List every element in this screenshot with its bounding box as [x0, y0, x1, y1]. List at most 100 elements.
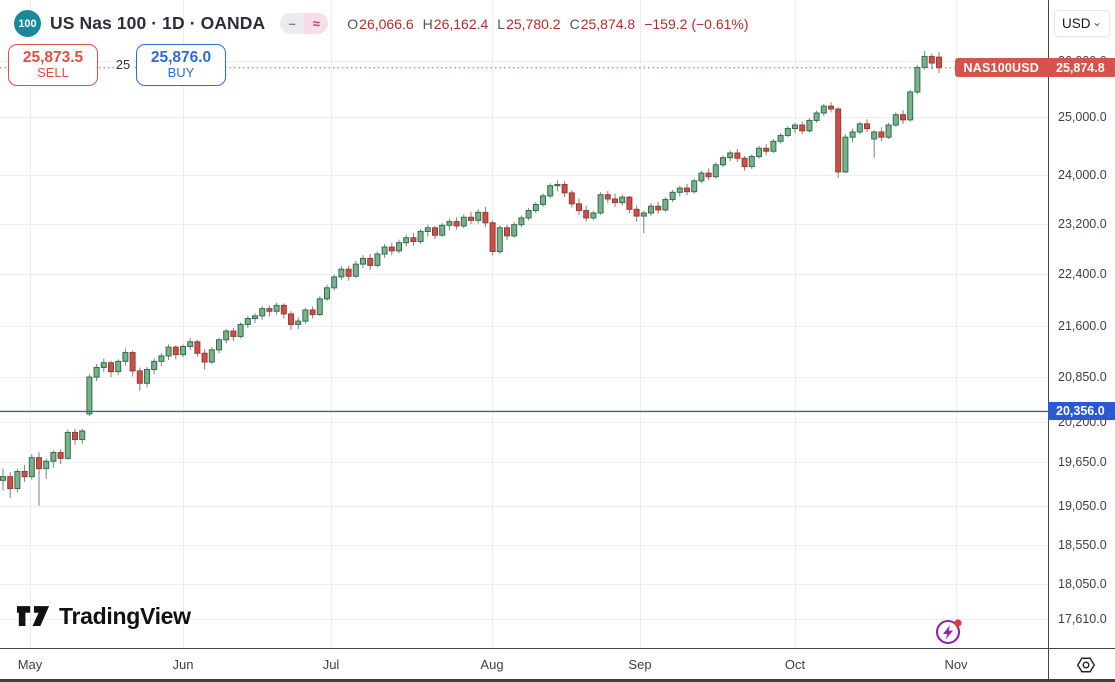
chevron-down-icon: ⌄: [1091, 14, 1102, 29]
month-tick-label: Sep: [628, 657, 652, 672]
candle: [288, 311, 294, 330]
candle: [273, 302, 280, 315]
candle: [14, 468, 21, 493]
month-tick-label: Jul: [322, 657, 340, 672]
candle: [496, 225, 503, 255]
candle: [244, 315, 251, 328]
last-price-badge: NAS100USD 25,874.8: [954, 58, 1115, 78]
candle: [374, 251, 381, 268]
candle: [489, 220, 496, 256]
candle: [0, 468, 6, 491]
candle: [424, 224, 431, 237]
candle: [331, 274, 338, 291]
spread-value: 25: [113, 56, 133, 72]
tradingview-logo-icon: [16, 606, 50, 626]
close-label: C: [569, 15, 580, 32]
month-tick-label: Nov: [944, 657, 968, 672]
currency-value: USD: [1062, 16, 1091, 31]
candle: [554, 180, 561, 192]
candle: [914, 65, 921, 95]
price-level-badge[interactable]: 20,356.0: [1048, 402, 1115, 421]
candle: [676, 185, 683, 197]
candle: [576, 198, 582, 215]
candle: [165, 344, 172, 360]
candle: [648, 203, 654, 217]
candle: [216, 337, 222, 354]
buy-button[interactable]: 25,876.0 BUY: [136, 44, 226, 86]
month-tick-label: Oct: [784, 657, 806, 672]
currency-selector[interactable]: USD ⌄: [1054, 10, 1110, 37]
candlestick-series: [0, 50, 942, 506]
candle: [360, 255, 366, 268]
candle: [280, 303, 287, 319]
sell-button[interactable]: 25,873.5 SELL: [8, 44, 98, 86]
pane-settings-icon[interactable]: [1075, 653, 1097, 682]
legend-toggle[interactable]: – ≈: [280, 13, 329, 34]
candle: [748, 154, 755, 169]
candle: [936, 51, 942, 73]
flash-icon[interactable]: [934, 616, 964, 651]
candle: [532, 201, 539, 213]
chart-canvas[interactable]: [0, 0, 1048, 648]
price-tick-label: 20,850.0: [1058, 370, 1107, 385]
candle: [352, 260, 359, 279]
price-tick-label: 24,000.0: [1058, 168, 1107, 183]
candle: [763, 144, 770, 156]
candle: [669, 189, 676, 202]
candle: [756, 145, 762, 159]
candle: [172, 345, 179, 360]
candle: [799, 121, 806, 135]
candlestick-chart[interactable]: [0, 0, 1048, 648]
candle: [655, 201, 662, 214]
candle: [885, 122, 892, 139]
candle: [136, 367, 143, 391]
symbol-logo-icon[interactable]: 100: [14, 10, 41, 37]
candle: [223, 329, 230, 344]
low-value: 25,780.2: [506, 15, 561, 32]
price-tick-label: 25,000.0: [1058, 110, 1107, 124]
candle: [712, 162, 719, 179]
buy-label: BUY: [167, 65, 195, 81]
candle: [115, 359, 122, 376]
low-label: L: [497, 15, 506, 32]
candle: [691, 178, 698, 194]
last-price-value: 25,874.8: [1048, 58, 1115, 78]
candle: [460, 214, 467, 229]
sell-label: SELL: [37, 65, 69, 81]
candle: [619, 194, 626, 206]
candle: [900, 110, 906, 124]
price-tick-label: 19,650.0: [1058, 455, 1107, 469]
candle: [367, 254, 374, 270]
candle: [806, 118, 813, 133]
month-tick-label: Aug: [480, 657, 504, 672]
tradingview-logo[interactable]: TradingView: [16, 603, 191, 630]
candle: [626, 195, 633, 213]
gridlines: [0, 0, 1048, 648]
approx-icon[interactable]: ≈: [304, 13, 329, 34]
candle: [338, 266, 345, 281]
candle: [129, 350, 136, 377]
chart-title[interactable]: US Nas 100 · 1D · OANDA: [50, 13, 266, 33]
candle: [633, 205, 640, 222]
candle: [698, 170, 705, 184]
candle: [561, 181, 568, 198]
candle: [835, 107, 842, 178]
minus-icon[interactable]: –: [280, 13, 305, 34]
price-axis[interactable]: USD ⌄ 26,000.025,000.024,000.023,200.022…: [1048, 0, 1115, 648]
candle: [871, 130, 878, 158]
change-value: −159.2 (−0.61%): [644, 15, 749, 32]
candle: [511, 222, 518, 238]
open-value: 26,066.6: [359, 15, 414, 32]
candle: [64, 429, 71, 460]
time-axis[interactable]: May Jun Jul Aug Sep Oct Nov: [0, 648, 1048, 681]
candle: [453, 217, 460, 230]
candle: [720, 155, 726, 168]
candle: [928, 53, 935, 70]
candle: [482, 206, 489, 228]
candle: [252, 313, 258, 324]
candle: [72, 428, 78, 445]
price-tick-label: 17,610.0: [1058, 612, 1107, 627]
candle: [921, 50, 928, 70]
candle: [403, 234, 410, 247]
candle: [144, 366, 150, 388]
